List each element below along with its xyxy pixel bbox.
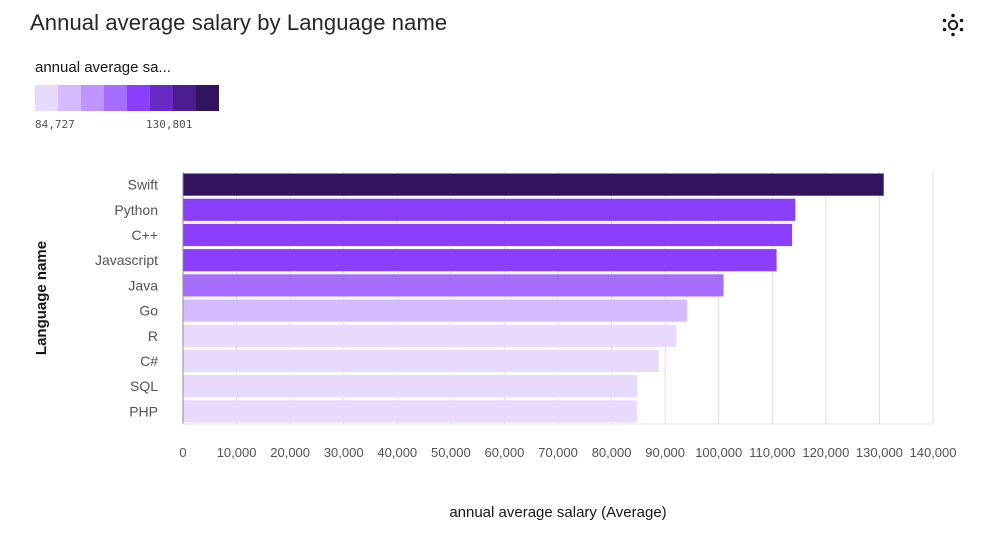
legend-swatch (104, 85, 127, 111)
category-label: Javascript (95, 252, 158, 268)
legend-color-scale (35, 85, 219, 111)
bar-r[interactable] (183, 324, 677, 347)
x-tick-label: 40,000 (377, 445, 417, 460)
legend-max-label: 130,801 (146, 118, 193, 131)
x-tick-label: 0 (179, 445, 186, 460)
x-tick-label: 20,000 (270, 445, 310, 460)
legend-swatch (127, 85, 150, 111)
legend-swatch (81, 85, 104, 111)
legend-title: annual average sa... (35, 59, 171, 76)
bar-javascript[interactable] (183, 249, 777, 272)
x-tick-label: 140,000 (910, 445, 957, 460)
bars (183, 173, 884, 423)
bar-c-[interactable] (183, 349, 659, 373)
bar-python[interactable] (183, 198, 796, 221)
x-tick-label: 100,000 (695, 445, 742, 460)
category-labels: Swift Python C++ Javascript Java Go R C# SQL PHP (95, 177, 158, 420)
category-label: Swift (128, 177, 158, 193)
bar-php[interactable] (183, 400, 637, 423)
chart-title: Annual average salary by Language name (30, 10, 448, 35)
settings-icon[interactable] (940, 12, 966, 38)
x-tick-labels: 0 10,000 20,000 30,000 40,000 50,000 60,000 70,… (179, 445, 956, 460)
x-tick-label: 70,000 (538, 445, 578, 460)
legend-swatch (173, 85, 196, 111)
x-tick-label: 90,000 (645, 445, 685, 460)
category-label: C# (140, 353, 158, 369)
bar-java[interactable] (183, 274, 724, 297)
x-tick-label: 120,000 (802, 445, 849, 460)
x-tick-label: 50,000 (431, 445, 471, 460)
category-label: SQL (130, 378, 158, 394)
category-label: C++ (132, 227, 158, 243)
category-label: Go (139, 303, 158, 319)
bar-c-[interactable] (183, 223, 793, 247)
x-tick-label: 60,000 (485, 445, 525, 460)
legend-min-label: 84,727 (35, 118, 75, 131)
legend-swatch (58, 85, 81, 111)
x-tick-label: 10,000 (217, 445, 257, 460)
x-tick-label: 30,000 (324, 445, 364, 460)
category-label: R (148, 328, 158, 344)
x-tick-label: 110,000 (749, 445, 795, 460)
legend-swatch (35, 85, 58, 111)
category-label: Python (114, 202, 158, 218)
legend-swatch (196, 85, 219, 111)
bar-sql[interactable] (183, 375, 638, 398)
category-label: PHP (129, 403, 158, 419)
x-tick-label: 130,000 (856, 445, 903, 460)
y-axis-title: Language name (33, 241, 50, 355)
legend-swatch (150, 85, 173, 111)
x-axis-title: annual average salary (Average) (449, 504, 666, 521)
x-tick-label: 80,000 (592, 445, 632, 460)
bar-go[interactable] (183, 299, 688, 322)
category-label: Java (128, 277, 158, 293)
bar-swift[interactable] (183, 173, 884, 196)
